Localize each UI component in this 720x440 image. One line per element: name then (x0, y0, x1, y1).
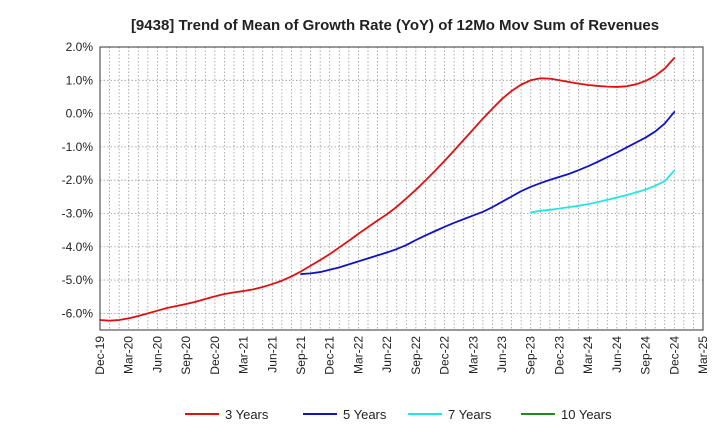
x-tick-label: Jun-21 (265, 336, 279, 373)
x-tick-label: Sep-20 (179, 336, 193, 375)
chart-title: [9438] Trend of Mean of Growth Rate (YoY… (131, 17, 659, 34)
legend-label: 10 Years (561, 407, 612, 422)
y-tick-label: 1.0% (66, 73, 94, 87)
x-tick-label: Mar-20 (122, 336, 136, 374)
y-tick-label: -3.0% (62, 206, 94, 220)
series-line-5-years (300, 111, 676, 275)
x-tick-label: Dec-21 (323, 336, 337, 375)
y-tick-label: 2.0% (66, 40, 94, 54)
legend-label: 7 Years (448, 407, 492, 422)
series-lines (99, 57, 676, 322)
x-tick-label: Mar-24 (581, 336, 595, 374)
x-tick-label: Jun-20 (150, 336, 164, 373)
x-tick-label: Sep-22 (409, 336, 423, 375)
x-tick-label: Mar-23 (466, 336, 480, 374)
grid-lines (100, 46, 703, 330)
x-tick-label: Jun-23 (495, 336, 509, 373)
y-tick-label: -4.0% (62, 240, 94, 254)
x-tick-label: Dec-19 (93, 336, 107, 375)
x-tick-label: Jun-22 (380, 336, 394, 373)
series-line-7-years (529, 169, 676, 214)
legend: 3 Years 5 Years 7 Years 10 Years (185, 407, 612, 422)
x-tick-label: Mar-22 (351, 336, 365, 374)
plot-area (100, 47, 703, 330)
y-tick-label: -1.0% (62, 140, 94, 154)
x-tick-label: Mar-21 (237, 336, 251, 374)
y-tick-label: -5.0% (62, 273, 94, 287)
x-tick-label: Dec-20 (208, 336, 222, 375)
legend-label: 3 Years (225, 407, 269, 422)
x-axis-ticks: Dec-19 Mar-20 Jun-20 Sep-20 Dec-20 Mar-21 Jun-… (93, 336, 710, 375)
y-tick-label: 0.0% (66, 107, 94, 121)
x-tick-label: Dec-24 (667, 336, 681, 375)
plot-border (99, 46, 704, 331)
x-tick-label: Jun-24 (610, 336, 624, 373)
x-tick-label: Mar-25 (696, 336, 710, 374)
y-axis-ticks: 2.0% 1.0% 0.0% -1.0% -2.0% -3.0% -4.0% -5.0% -6.… (62, 40, 94, 320)
x-tick-label: Sep-21 (294, 336, 308, 375)
y-tick-label: -6.0% (62, 306, 94, 320)
series-line-3-years (99, 57, 676, 322)
y-tick-label: -2.0% (62, 173, 94, 187)
x-tick-label: Sep-23 (524, 336, 538, 375)
legend-label: 5 Years (343, 407, 387, 422)
x-tick-label: Dec-23 (552, 336, 566, 375)
x-tick-label: Dec-22 (438, 336, 452, 375)
x-tick-label: Sep-24 (639, 336, 653, 375)
